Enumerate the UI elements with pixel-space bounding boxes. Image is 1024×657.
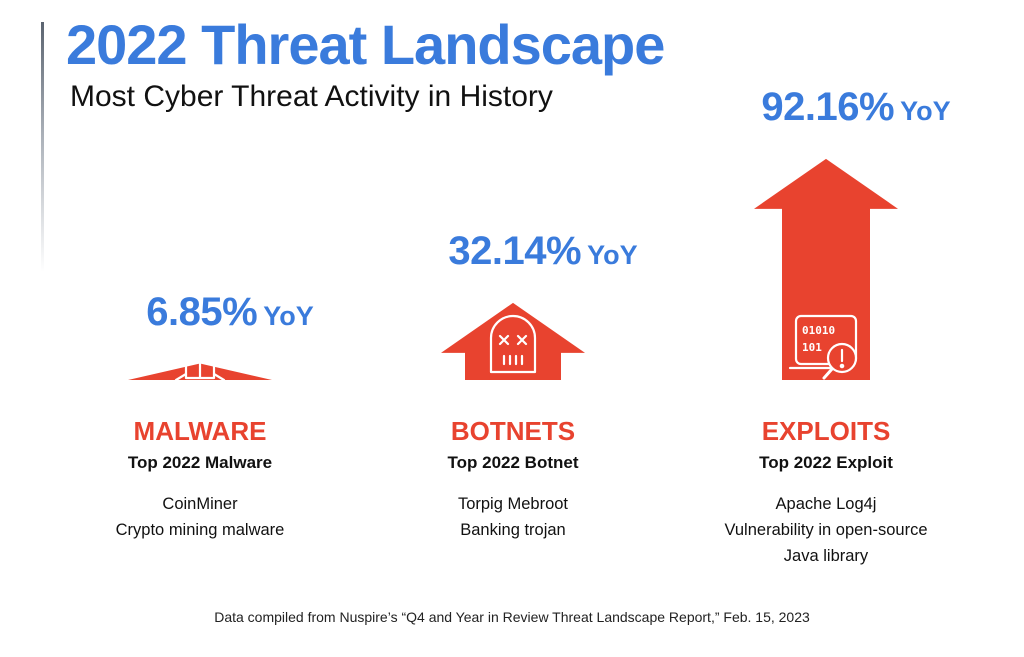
description-line: Java library [783,547,869,565]
svg-text:101: 101 [802,341,822,354]
value-unit: YoY [900,95,951,126]
category-description: Torpig Mebroot Banking trojan [448,491,579,543]
value-number: 6.85% [146,289,258,334]
category-label: MALWARE [133,416,267,446]
value-number: 92.16% [761,84,895,129]
bug-icon [174,334,226,382]
value-label-botnets: 32.14% YoY [448,229,637,274]
description-line: Vulnerability in open-source [724,521,928,539]
value-unit: YoY [587,239,638,270]
svg-text:01010: 01010 [802,324,835,337]
page-title: 2022 Threat Landscape [66,13,665,76]
value-label-malware: 6.85% YoY [146,290,313,335]
category-malware: MALWARE Top 2022 Malware CoinMiner Crypto m… [116,416,285,543]
page-subtitle: Most Cyber Threat Activity in History [70,80,553,113]
description-line: Torpig Mebroot [457,495,569,513]
category-heading: Top 2022 Botnet [447,453,579,472]
category-exploits: EXPLOITS Top 2022 Exploit Apache Log4j Vuln… [724,416,927,569]
description-line: Banking trojan [460,521,566,539]
value-unit: YoY [263,300,314,331]
category-heading: Top 2022 Exploit [759,453,893,472]
category-heading: Top 2022 Malware [127,453,273,472]
description-line: CoinMiner [162,495,238,513]
laptop-alert-icon: 01010 101 [788,314,858,380]
category-label: BOTNETS [450,416,576,446]
accent-line [41,22,44,272]
source-note: Data compiled from Nuspire’s “Q4 and Yea… [214,609,810,625]
bar-botnets [441,302,585,380]
bar-exploits [754,158,898,380]
category-description: Apache Log4j Vulnerability in open-source… [724,491,927,569]
value-label-exploits: 92.16% YoY [761,85,950,130]
category-label: EXPLOITS [761,416,891,446]
category-botnets: BOTNETS Top 2022 Botnet Torpig Mebroot Bank… [448,416,579,543]
category-description: CoinMiner Crypto mining malware [116,491,285,543]
description-line: Crypto mining malware [115,521,285,539]
description-line: Apache Log4j [775,495,877,513]
value-number: 32.14% [448,228,582,273]
robot-icon [489,314,537,374]
